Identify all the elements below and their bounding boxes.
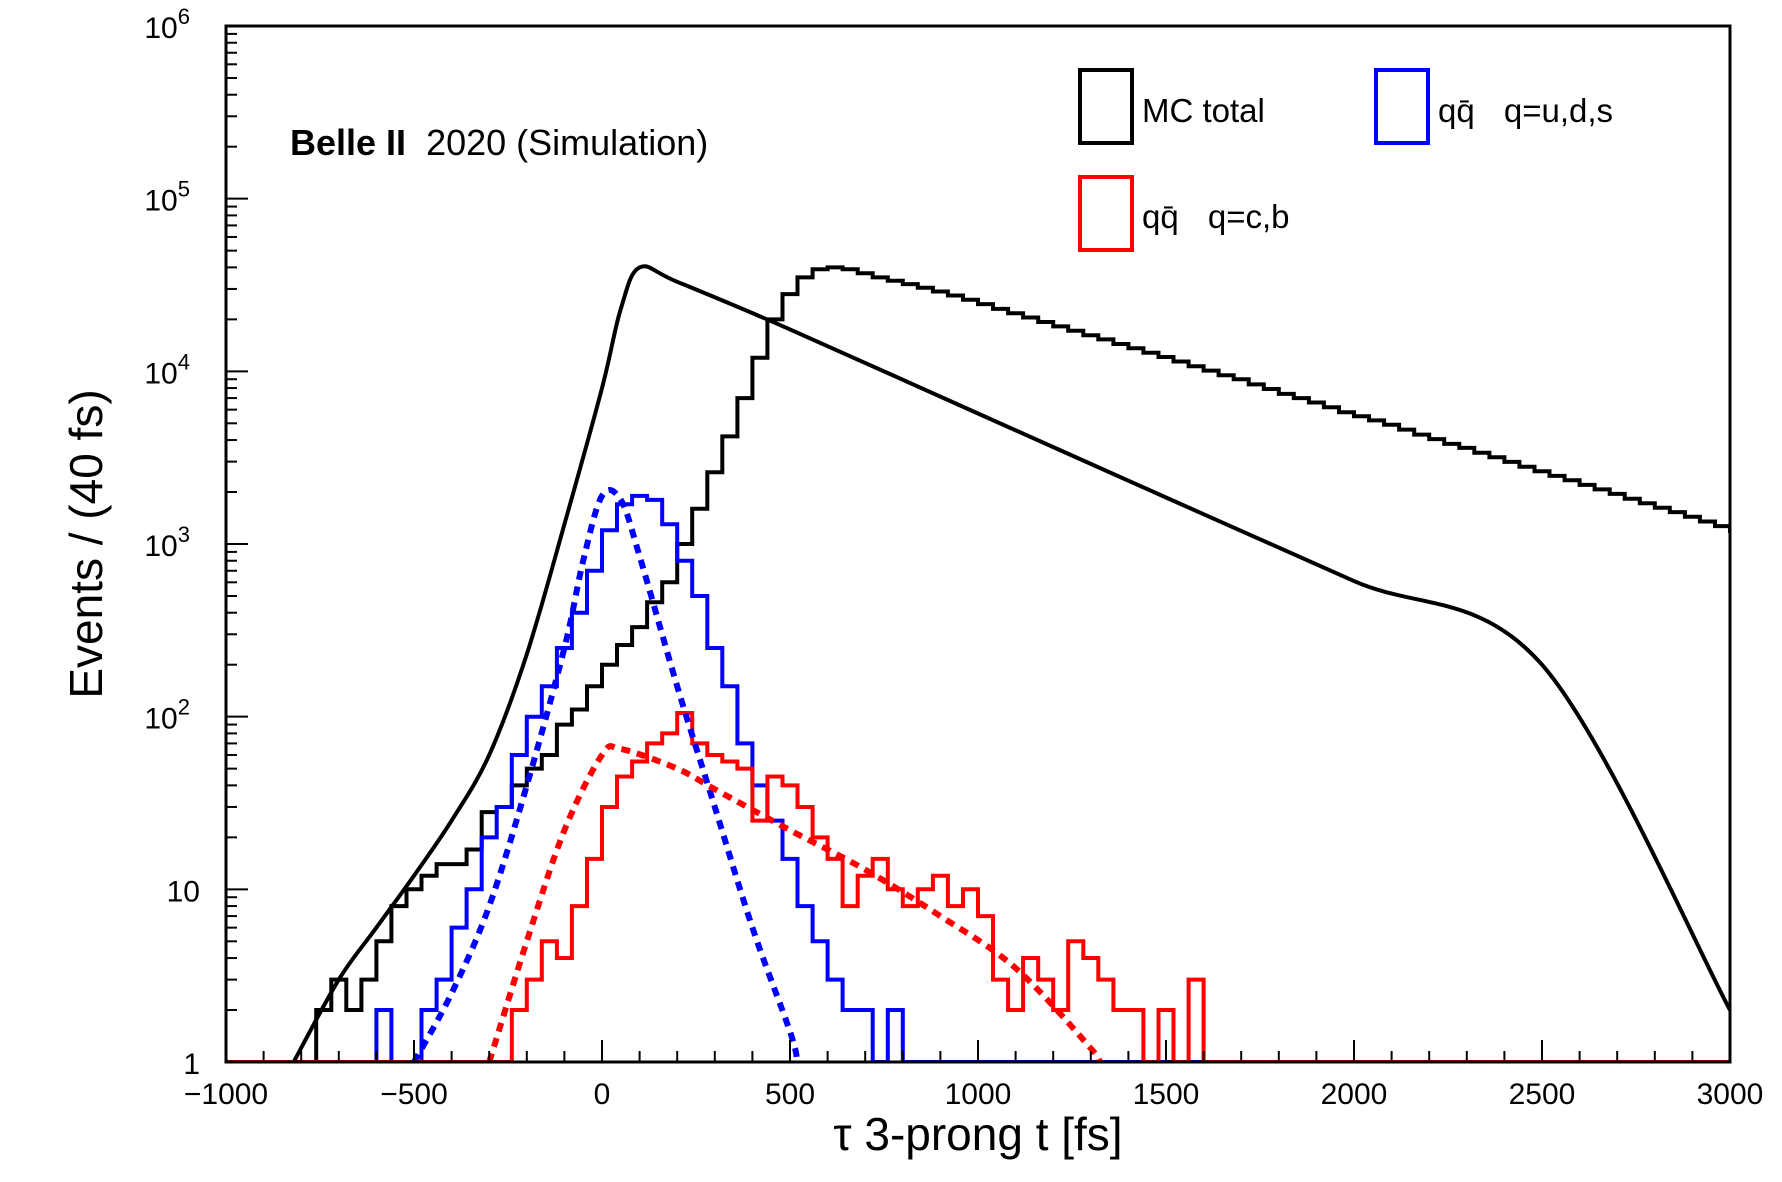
- series-qq-cb-fit-curve: [486, 743, 1103, 1062]
- series-mc-total-fit-curve: [291, 264, 1730, 1062]
- legend-swatch-qq-cb: [1078, 175, 1134, 252]
- legend-label-qq-uds-main: qq̄: [1438, 92, 1475, 129]
- legend-label-qq-uds-rest: q=u,d,s: [1504, 92, 1613, 129]
- legend-entry-mc-total: MC total: [1078, 68, 1265, 145]
- legend-swatch-mc-total: [1078, 68, 1134, 145]
- experiment-year-note: 2020 (Simulation): [426, 122, 708, 163]
- y-tick-label: 10: [167, 875, 200, 908]
- legend: MC total qq̄ q=u,d,s qq̄ q=c,b: [1078, 68, 1613, 252]
- x-tick-label: 1000: [945, 1078, 1012, 1111]
- series-layer: [226, 264, 1730, 1062]
- x-tick-label: 1500: [1133, 1078, 1200, 1111]
- x-tick-label: −500: [380, 1078, 448, 1111]
- y-tick-label: 106: [144, 4, 190, 45]
- x-tick-label: −1000: [184, 1078, 268, 1111]
- x-tick-label: 3000: [1697, 1078, 1764, 1111]
- legend-label-qq-cb-rest: q=c,b: [1208, 198, 1290, 235]
- legend-label-qq-uds: qq̄ q=u,d,s: [1438, 92, 1613, 129]
- y-tick-label: 102: [144, 695, 190, 736]
- experiment-name: Belle II: [290, 122, 406, 163]
- x-tick-label: 2000: [1321, 1078, 1388, 1111]
- legend-entry-qq-uds: qq̄ q=u,d,s: [1374, 68, 1613, 145]
- y-tick-label: 1: [183, 1048, 200, 1081]
- series-qq-uds-histogram: [226, 493, 1730, 1062]
- series-qq-cb-histogram: [226, 711, 1730, 1062]
- y-axis-title: Events / (40 fs): [60, 389, 112, 698]
- x-axis-ticks: −1000 −500 0 500 1000 1500 2000 2500 3000: [184, 1040, 1764, 1111]
- series-qq-uds-fit-curve: [411, 487, 801, 1062]
- y-axis-ticks: 1 10 102 103 104 105 106: [144, 4, 248, 1081]
- x-axis-title: τ 3-prong t [fs]: [833, 1108, 1122, 1160]
- legend-label-qq-cb-main: qq̄: [1142, 198, 1179, 235]
- legend-label-qq-cb: qq̄ q=c,b: [1142, 198, 1290, 235]
- y-tick-label: 104: [144, 349, 190, 390]
- series-mc-total-histogram: [226, 265, 1730, 1062]
- experiment-label: Belle II 2020 (Simulation): [290, 122, 708, 163]
- legend-label-mc-total: MC total: [1142, 92, 1265, 129]
- x-tick-label: 2500: [1509, 1078, 1576, 1111]
- x-tick-label: 500: [765, 1078, 815, 1111]
- y-tick-label: 105: [144, 177, 190, 218]
- y-tick-label: 103: [144, 522, 190, 563]
- legend-entry-qq-cb: qq̄ q=c,b: [1078, 175, 1290, 252]
- x-tick-label: 0: [594, 1078, 611, 1111]
- legend-swatch-qq-uds: [1374, 68, 1430, 145]
